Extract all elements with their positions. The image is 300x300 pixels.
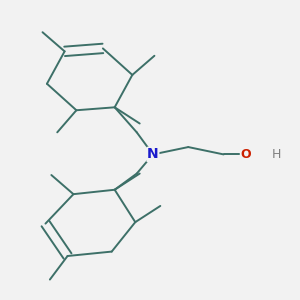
- Text: N: N: [147, 147, 159, 161]
- Text: H: H: [272, 148, 282, 161]
- Text: O: O: [240, 148, 251, 161]
